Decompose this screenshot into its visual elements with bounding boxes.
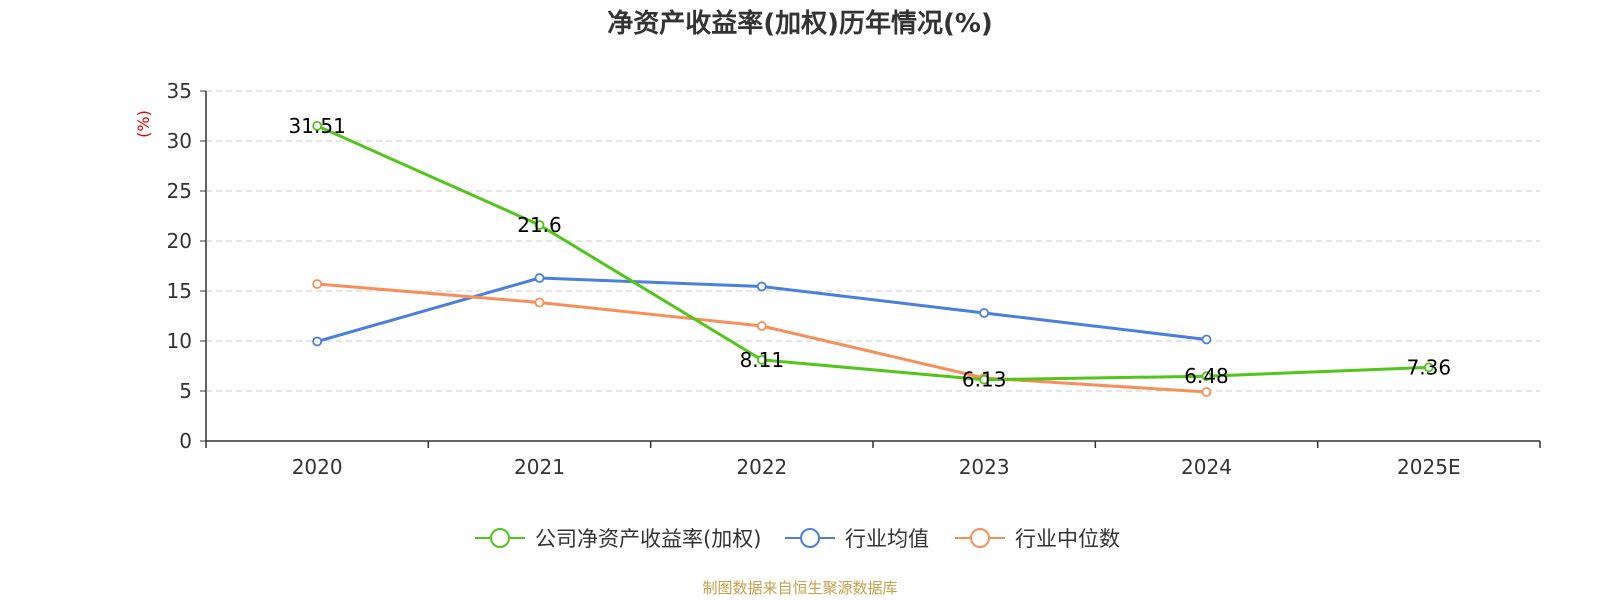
series-point <box>1201 334 1212 345</box>
chart-title: 净资产收益率(加权)历年情况(%) <box>607 8 993 39</box>
y-axis-unit-label: (%) <box>134 110 153 138</box>
series-point <box>979 308 990 318</box>
x-tick-label: 2025E <box>1397 455 1461 479</box>
y-tick-label: 30 <box>167 129 192 153</box>
series-point <box>756 321 767 331</box>
data-label-layer: 31.51 21.6 8.11 6.13 6.48 7.36 <box>289 114 1452 392</box>
series-layer <box>312 121 1434 397</box>
series-point <box>534 220 545 230</box>
series-point <box>312 279 323 289</box>
series-line-2 <box>315 282 1208 394</box>
legend-item[interactable]: 行业中位数 <box>955 527 1120 551</box>
series-point <box>756 354 767 365</box>
legend-marker-icon <box>970 528 990 548</box>
series-point <box>312 121 323 131</box>
y-tick-label: 5 <box>179 379 192 403</box>
series-point <box>1201 387 1212 397</box>
data-label: 6.13 <box>962 368 1007 392</box>
y-tick-label: 10 <box>167 329 192 353</box>
y-tick-label: 15 <box>167 279 192 303</box>
legend-label: 公司净资产收益率(加权) <box>535 527 761 551</box>
grid-layer <box>206 90 1540 392</box>
legend-marker-icon <box>490 528 510 548</box>
y-tick-label: 35 <box>167 79 192 103</box>
data-label: 8.11 <box>740 348 785 372</box>
y-tick-label: 0 <box>179 429 192 453</box>
x-tick-label: 2022 <box>736 455 787 479</box>
series-line-0 <box>315 124 1431 382</box>
series-point <box>312 336 323 347</box>
legend-label: 行业中位数 <box>1015 527 1120 551</box>
y-tick-label: 20 <box>167 229 192 253</box>
x-tick-label: 2021 <box>514 455 565 479</box>
y-tick-label: 25 <box>167 179 192 203</box>
axis-layer: 0 5 10 15 20 25 30 35 2020 2021 2022 2023 2024 2025E <box>167 79 1541 479</box>
legend-item[interactable]: 行业均值 <box>785 527 929 551</box>
x-tick-label: 2024 <box>1181 455 1232 479</box>
data-label: 31.51 <box>289 114 346 138</box>
data-label: 21.6 <box>517 213 562 237</box>
legend-label: 行业均值 <box>845 527 929 551</box>
series-point <box>756 281 767 292</box>
series-point <box>1423 362 1434 373</box>
x-tick-label: 2020 <box>292 455 343 479</box>
legend-marker-icon <box>800 528 820 548</box>
series-point <box>534 273 545 283</box>
legend[interactable]: 公司净资产收益率(加权) 行业均值 行业中位数 <box>475 527 1120 551</box>
data-label: 6.48 <box>1184 364 1229 388</box>
source-note: 制图数据来自恒生聚源数据库 <box>702 579 897 597</box>
series-point <box>534 297 545 308</box>
x-tick-label: 2023 <box>959 455 1010 479</box>
series-point <box>1201 371 1212 382</box>
series-point <box>979 374 990 385</box>
legend-item[interactable]: 公司净资产收益率(加权) <box>475 527 761 551</box>
data-label: 7.36 <box>1407 355 1452 379</box>
